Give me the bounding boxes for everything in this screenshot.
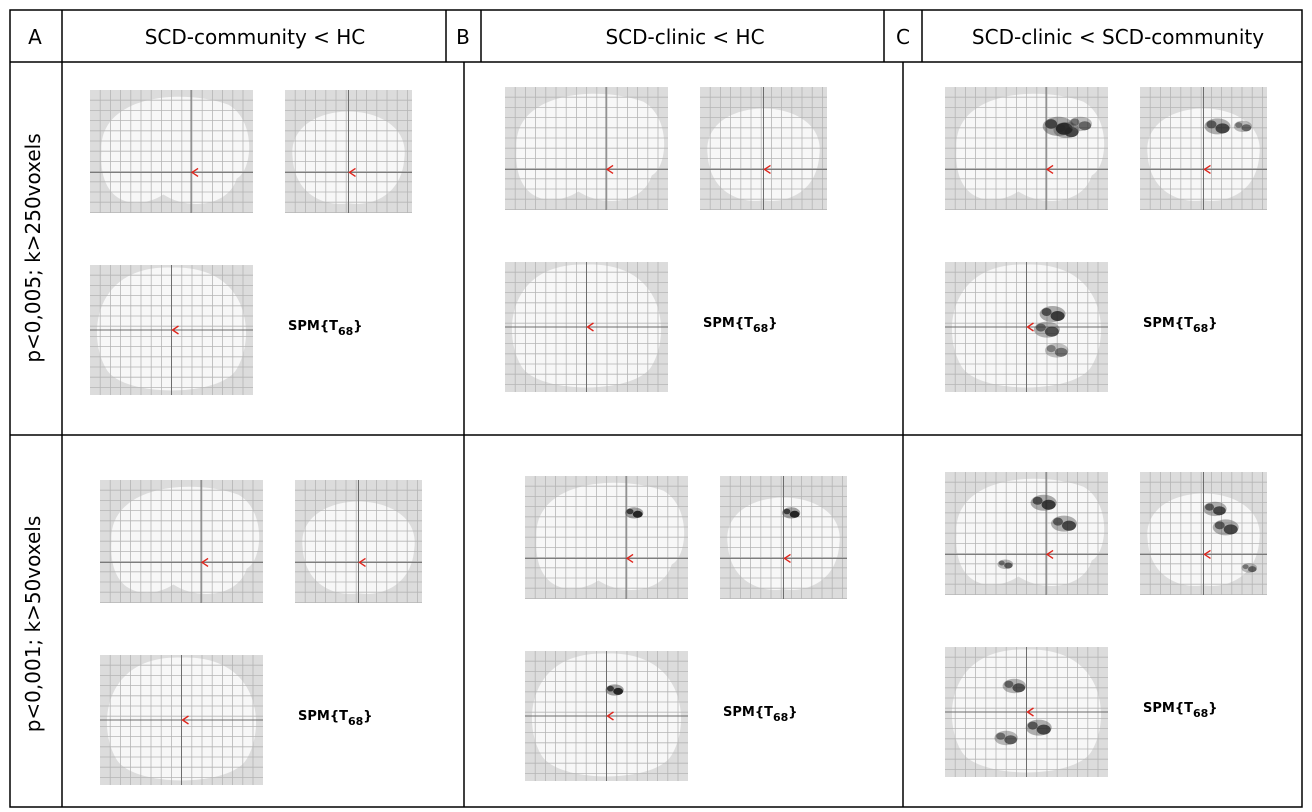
activation-cluster bbox=[1025, 719, 1052, 736]
red-marker-icon bbox=[763, 164, 771, 174]
view-grid bbox=[945, 472, 1108, 595]
axial-view bbox=[100, 655, 263, 785]
activation-cluster bbox=[625, 507, 644, 519]
activation-cluster bbox=[605, 684, 624, 696]
row-label-1: p<0,005; k>250voxels bbox=[21, 133, 45, 362]
table-borders bbox=[9, 9, 1303, 808]
activation-cluster bbox=[1233, 120, 1252, 132]
red-marker-icon bbox=[1026, 322, 1034, 332]
panel-title-a: SCD-community < HC bbox=[145, 25, 366, 49]
red-marker-icon bbox=[586, 322, 594, 332]
header-row: A SCD-community < HC B SCD-clinic < HC C… bbox=[28, 25, 1264, 49]
red-marker-icon bbox=[190, 167, 199, 177]
coronal-view bbox=[720, 476, 847, 599]
red-marker-icon bbox=[1045, 549, 1054, 559]
axial-view bbox=[90, 265, 253, 395]
spm-label: SPM{T68} bbox=[703, 316, 778, 335]
activation-cluster bbox=[994, 730, 1018, 746]
view-grid bbox=[90, 90, 253, 213]
coronal-view bbox=[295, 480, 422, 603]
activation-cluster bbox=[1212, 519, 1239, 536]
red-marker-icon bbox=[783, 553, 791, 563]
spm-label: SPM{T68} bbox=[288, 319, 363, 338]
coronal-view bbox=[700, 87, 827, 210]
spm-label: SPM{T68} bbox=[723, 705, 798, 724]
row-label-2: p<0,001; k>50voxels bbox=[21, 516, 45, 733]
activation-cluster bbox=[1033, 321, 1060, 338]
sagittal-view bbox=[505, 87, 668, 210]
spm-label: SPM{T68} bbox=[1143, 701, 1218, 720]
spm-label: SPM{T68} bbox=[298, 709, 373, 728]
axial-view bbox=[945, 647, 1108, 777]
activation-cluster bbox=[997, 559, 1014, 570]
sagittal-view bbox=[90, 90, 253, 213]
glass-brain-panel: SPM{T68} bbox=[945, 472, 1267, 777]
coronal-view bbox=[1140, 472, 1267, 595]
activation-cluster bbox=[1241, 563, 1258, 573]
brain-outline bbox=[956, 478, 1105, 586]
activation-cluster bbox=[1042, 116, 1074, 136]
activation-cluster bbox=[1203, 501, 1227, 517]
red-marker-icon bbox=[606, 711, 614, 721]
activation-cluster bbox=[1039, 306, 1066, 322]
sagittal-view bbox=[945, 472, 1108, 595]
glass-brain-panel: SPM{T68} bbox=[945, 87, 1267, 392]
red-marker-icon bbox=[181, 715, 189, 725]
red-marker-icon bbox=[625, 553, 634, 563]
glass-brain-panel: SPM{T68} bbox=[505, 87, 827, 392]
axial-view bbox=[945, 262, 1108, 392]
view-grid bbox=[505, 87, 668, 210]
activation-cluster bbox=[1050, 515, 1077, 532]
activation-cluster bbox=[1204, 118, 1231, 135]
brain-outline bbox=[101, 96, 250, 204]
glass-brain-panel: SPM{T68} bbox=[100, 480, 422, 785]
glass-brain-panel: SPM{T68} bbox=[90, 90, 412, 395]
brain-outline bbox=[536, 482, 685, 590]
sagittal-view bbox=[945, 87, 1108, 210]
red-marker-icon bbox=[1045, 164, 1054, 174]
glass-brain-panel: SPM{T68} bbox=[525, 476, 847, 781]
coronal-view bbox=[1140, 87, 1267, 210]
view-grid bbox=[525, 476, 688, 599]
red-marker-icon bbox=[1203, 164, 1211, 174]
view-grid bbox=[100, 480, 263, 603]
brain-views: SPM{T68} SPM{T68} SPM{T68} SPM{T68} SPM{T68}… bbox=[90, 87, 1267, 785]
activation-cluster bbox=[1002, 678, 1026, 694]
brain-outline bbox=[956, 93, 1105, 201]
sagittal-view bbox=[525, 476, 688, 599]
panel-letter-c: C bbox=[896, 25, 910, 49]
brain-outline bbox=[111, 486, 260, 594]
panel-letter-b: B bbox=[456, 25, 470, 49]
sagittal-view bbox=[100, 480, 263, 603]
spm-label: SPM{T68} bbox=[1143, 316, 1218, 335]
red-marker-icon bbox=[200, 557, 209, 567]
activation-cluster bbox=[1030, 494, 1057, 511]
panel-title-c: SCD-clinic < SCD-community bbox=[972, 25, 1264, 49]
axial-view bbox=[525, 651, 688, 781]
activation-cluster bbox=[782, 507, 801, 519]
activation-cluster bbox=[1068, 116, 1092, 132]
red-marker-icon bbox=[171, 325, 179, 335]
red-marker-icon bbox=[1203, 549, 1211, 559]
panel-letter-a: A bbox=[28, 25, 42, 49]
activation-cluster bbox=[1044, 343, 1069, 358]
red-marker-icon bbox=[1026, 707, 1034, 717]
red-marker-icon bbox=[605, 164, 614, 174]
brain-outline bbox=[516, 93, 665, 201]
axial-view bbox=[505, 262, 668, 392]
panel-title-b: SCD-clinic < HC bbox=[605, 25, 764, 49]
red-marker-icon bbox=[358, 557, 366, 567]
coronal-view bbox=[285, 90, 412, 213]
red-marker-icon bbox=[348, 167, 356, 177]
